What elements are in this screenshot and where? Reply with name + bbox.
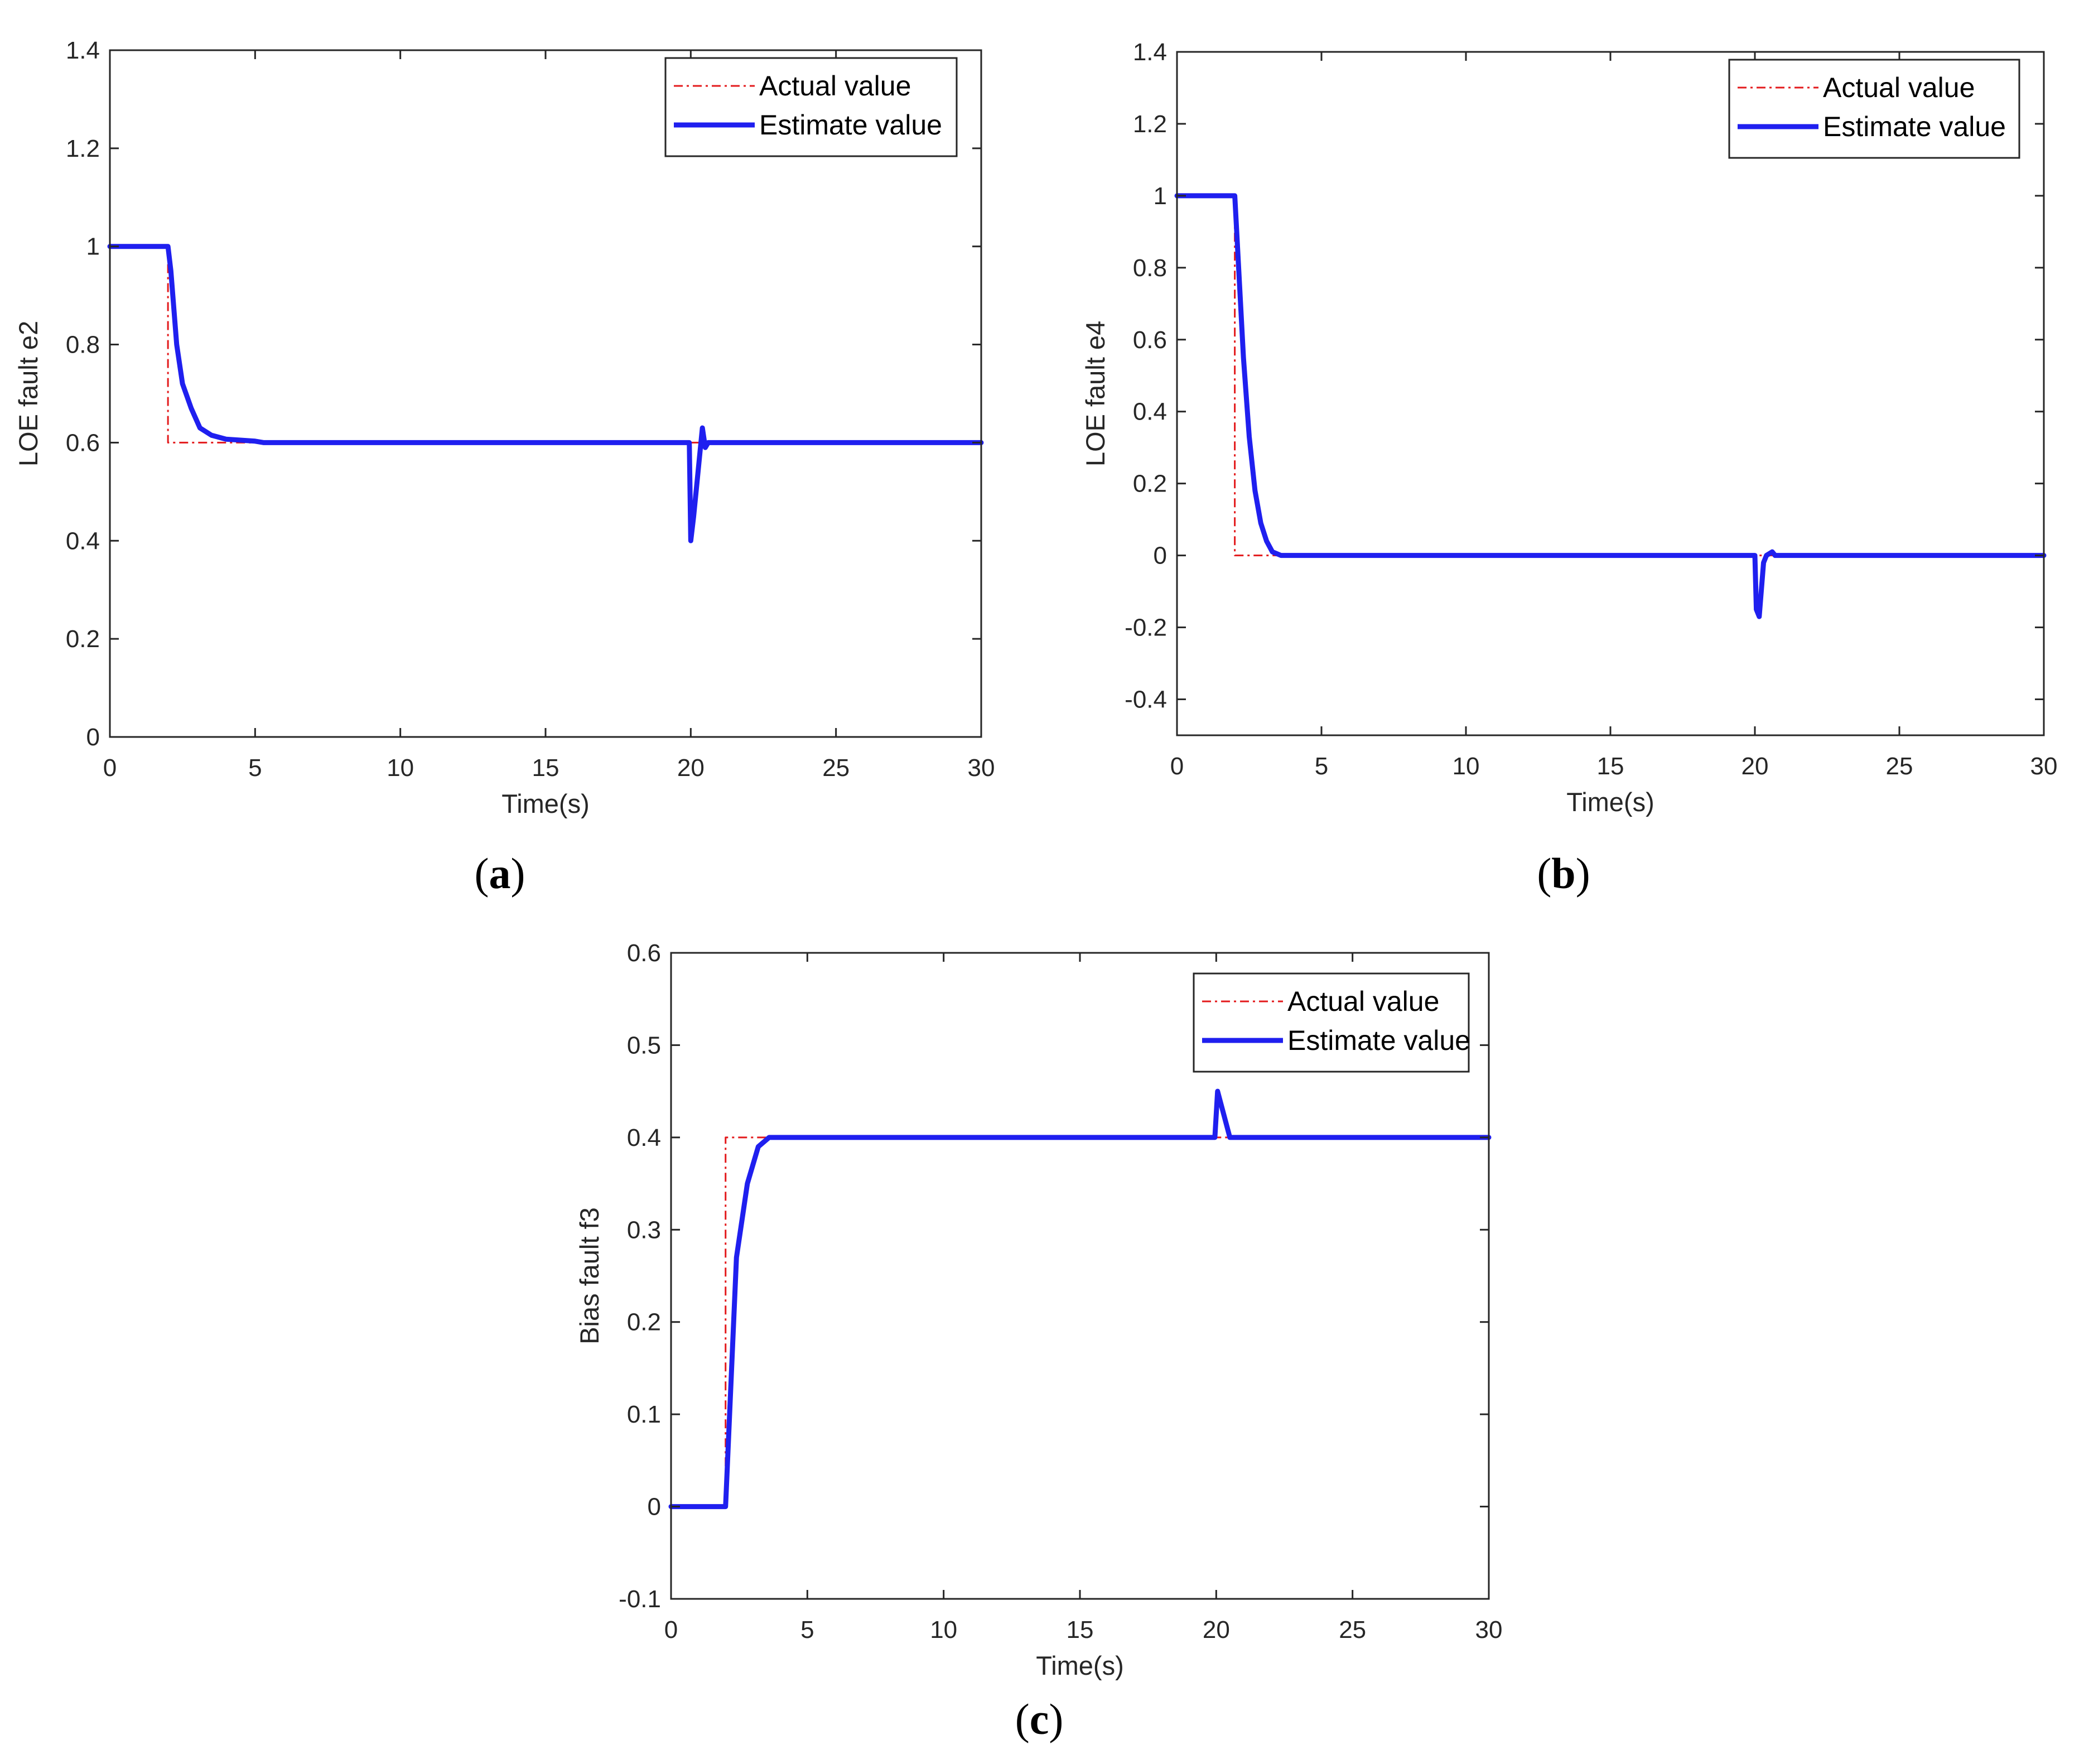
- x-tick-label: 0: [103, 754, 117, 782]
- x-tick-label: 5: [248, 754, 262, 782]
- caption-close: ): [511, 849, 525, 898]
- y-tick-label: 0.4: [1133, 398, 1167, 426]
- y-tick-label: 0.3: [627, 1216, 661, 1244]
- x-tick-label: 10: [1453, 753, 1480, 780]
- legend: Actual value Estimate value: [1728, 59, 2020, 159]
- y-tick-label: 0.4: [627, 1124, 661, 1151]
- legend-box: [1728, 59, 2020, 159]
- x-tick-label: 30: [1475, 1616, 1503, 1643]
- y-tick-label: 1: [86, 233, 100, 261]
- x-tick-label: 25: [822, 754, 850, 782]
- y-tick-label: 0.5: [627, 1032, 661, 1059]
- y-tick-label: 0: [648, 1493, 661, 1521]
- legend-label: Estimate value: [759, 109, 942, 141]
- x-tick-label: 15: [1597, 753, 1624, 780]
- x-tick-label: 10: [930, 1616, 957, 1643]
- plot-area: [110, 50, 981, 737]
- x-axis-label: Time(s): [1036, 1651, 1124, 1680]
- y-tick-label: 1: [1154, 182, 1167, 210]
- legend-label: Actual value: [1287, 986, 1439, 1017]
- x-tick-label: 15: [1067, 1616, 1094, 1643]
- y-tick-label: 1.2: [66, 135, 100, 162]
- x-tick-label: 20: [677, 754, 705, 782]
- caption-letter: c: [1030, 1695, 1049, 1743]
- y-axis-label: LOE fault e4: [1080, 321, 1110, 466]
- legend-label: Estimate value: [1823, 111, 2006, 142]
- y-tick-label: 0.6: [66, 429, 100, 456]
- chart-panel-a: 0 5 10 15 20 25 30 0 0.2 0.4 0.6 0.8 1 1.2 1.4 Time(s) L…: [13, 37, 995, 898]
- x-tick-label: 5: [800, 1616, 814, 1643]
- chart-panel-b: 0 5 10 15 20 25 30 -0.4 -0.2 0 0.2 0.4 0.6 0.8 1 1.2 1.4…: [1080, 38, 2057, 898]
- y-axis-label: LOE fault e2: [13, 321, 43, 466]
- x-tick-label: 10: [387, 754, 414, 782]
- caption-close: ): [1049, 1695, 1063, 1743]
- y-tick-label: -0.2: [1125, 614, 1167, 642]
- y-tick-label: -0.4: [1125, 686, 1167, 714]
- y-tick-label: 0.2: [1133, 470, 1167, 498]
- legend: Actual value Estimate value: [664, 57, 958, 157]
- x-tick-label: 20: [1742, 753, 1769, 780]
- legend-box: [1193, 972, 1470, 1073]
- series-line-estimate: [107, 244, 984, 543]
- x-tick-label: 20: [1203, 1616, 1230, 1643]
- y-tick-label: 0.2: [66, 625, 100, 653]
- x-tick-label: 30: [2030, 753, 2058, 780]
- x-tick-label: 0: [664, 1616, 678, 1643]
- legend: Actual value Estimate value: [1193, 972, 1470, 1073]
- x-axis-label: Time(s): [1566, 787, 1654, 817]
- y-tick-label: 0.8: [1133, 254, 1167, 282]
- x-axis-label: Time(s): [501, 789, 590, 818]
- series-line-estimate: [1174, 193, 2047, 619]
- y-tick-label: 1.4: [1133, 38, 1167, 66]
- x-tick-label: 30: [968, 754, 995, 782]
- y-tick-label: 0.6: [1133, 326, 1167, 354]
- series-line-actual: [110, 245, 981, 444]
- y-tick-label: 0.8: [66, 331, 100, 359]
- y-tick-label: -0.1: [619, 1585, 661, 1613]
- y-tick-label: 0.4: [66, 527, 100, 555]
- plot-area: [1177, 52, 2044, 735]
- x-tick-label: 25: [1339, 1616, 1366, 1643]
- panel-caption: (c): [1015, 1695, 1064, 1743]
- y-axis-label: Bias fault f3: [575, 1207, 604, 1344]
- caption-close: ): [1576, 849, 1590, 898]
- caption-open: (: [1537, 849, 1551, 898]
- caption-open: (: [1015, 1695, 1030, 1743]
- panel-caption: (a): [475, 849, 525, 898]
- legend-label: Actual value: [759, 70, 911, 102]
- chart-panel-c: 0 5 10 15 20 25 30-0.100.10.20.30.40.50.6Time(…: [575, 939, 1502, 1743]
- legend-label: Estimate value: [1287, 1025, 1470, 1056]
- y-tick-label: 1.4: [66, 37, 100, 64]
- y-tick-label: 0.2: [627, 1309, 661, 1336]
- x-tick-label: 0: [1170, 753, 1184, 780]
- x-tick-label: 25: [1886, 753, 1913, 780]
- caption-letter: a: [489, 849, 511, 898]
- y-tick-label: 0.6: [627, 939, 661, 967]
- x-tick-label: 5: [1315, 753, 1328, 780]
- legend-box: [664, 57, 958, 157]
- y-tick-label: 0.1: [627, 1401, 661, 1428]
- y-tick-label: 0: [86, 724, 100, 751]
- legend-label: Actual value: [1823, 72, 1975, 103]
- y-tick-label: 1.2: [1133, 110, 1167, 138]
- caption-open: (: [475, 849, 489, 898]
- panel-caption: (b): [1537, 849, 1590, 898]
- series-line-estimate: [668, 1088, 1492, 1510]
- x-tick-label: 15: [532, 754, 559, 782]
- caption-letter: b: [1551, 849, 1575, 898]
- y-tick-label: 0: [1154, 542, 1167, 570]
